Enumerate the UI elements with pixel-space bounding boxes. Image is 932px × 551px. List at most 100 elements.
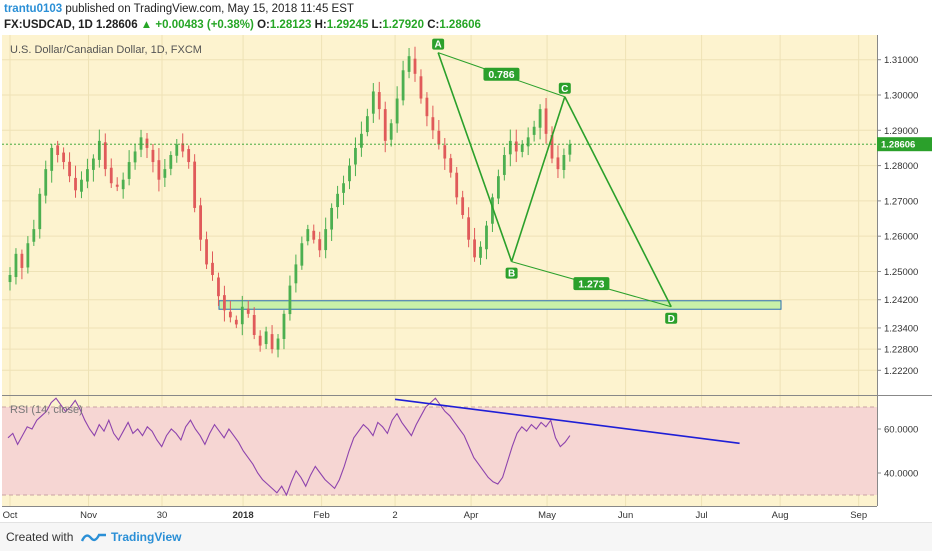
price-tick-label: 1.30000 xyxy=(884,91,918,102)
candle-body xyxy=(336,193,339,208)
chart-canvas[interactable]: A B C D 0.786 1.273 1.31000 1.30000 1.29000 1.28… xyxy=(0,34,932,522)
price-change: +0.00483 (+0.38%) xyxy=(155,19,254,31)
candle-body xyxy=(169,155,173,169)
candle-body xyxy=(276,338,280,350)
pattern-point-c-badge xyxy=(558,82,571,94)
candle-body xyxy=(103,142,107,170)
price-tick-label: 1.27000 xyxy=(884,196,918,207)
price-tick-label: 1.22200 xyxy=(884,366,918,377)
pattern-point-c-label: C xyxy=(561,84,568,95)
candle-body xyxy=(377,92,381,110)
high-value: 1.29245 xyxy=(326,19,369,31)
candle-body xyxy=(56,145,60,155)
candle-body xyxy=(97,140,101,160)
candle-body xyxy=(163,169,167,178)
candle-body xyxy=(538,109,542,128)
rsi-band-fill xyxy=(2,407,877,495)
candle-body xyxy=(443,145,447,159)
candle-body xyxy=(234,319,238,325)
candle-body xyxy=(556,157,560,170)
candle-body xyxy=(294,264,298,284)
pattern-point-b-label: B xyxy=(508,269,515,280)
candle-body xyxy=(145,138,149,148)
time-tick-label: Sep xyxy=(850,510,867,521)
candle-body xyxy=(258,335,262,346)
candle-body xyxy=(467,217,471,240)
candle-body xyxy=(252,314,256,335)
candle-body xyxy=(514,141,518,152)
rsi-indicator xyxy=(2,397,877,497)
candle-body xyxy=(300,243,304,266)
time-tick-label: May xyxy=(538,510,556,521)
candle-body xyxy=(91,158,95,170)
candle-body xyxy=(473,239,476,258)
candle-body xyxy=(425,97,429,117)
candle-body xyxy=(86,169,89,182)
price-tick-label: 1.22800 xyxy=(884,345,918,356)
candle-body xyxy=(491,197,494,224)
candle-body xyxy=(8,275,12,283)
up-arrow-icon: ▲ xyxy=(140,19,153,31)
pattern-leg-CD xyxy=(564,96,672,308)
low-label: L: xyxy=(371,19,383,31)
price-tick-label: 1.28000 xyxy=(884,161,918,172)
candle-body xyxy=(532,126,536,135)
candle-body xyxy=(38,193,42,230)
created-with-text: Created with xyxy=(6,530,74,544)
candle-body xyxy=(270,334,274,350)
candle-body xyxy=(50,147,54,171)
candle-body xyxy=(240,306,244,325)
last-price-badge xyxy=(877,137,932,152)
time-tick-label: Apr xyxy=(464,510,479,521)
footer: Created with TradingView xyxy=(0,522,932,551)
high-label: H: xyxy=(314,19,327,31)
tradingview-logo-icon xyxy=(80,533,106,542)
candle-body xyxy=(282,313,286,339)
candle-body xyxy=(544,108,548,134)
time-tick-label: Jul xyxy=(696,510,708,521)
candle-body xyxy=(14,253,18,278)
candles xyxy=(8,46,572,358)
pattern-point-b-badge xyxy=(505,267,518,279)
publish-info: published on TradingView.com, May 15, 20… xyxy=(65,3,354,15)
author-link[interactable]: trantu0103 xyxy=(4,3,63,15)
candle-body xyxy=(568,144,572,155)
candle-body xyxy=(342,183,345,193)
tradingview-link[interactable]: TradingView xyxy=(111,530,182,544)
rsi-trendline xyxy=(394,398,740,445)
candle-body xyxy=(550,135,554,159)
candle-body xyxy=(181,143,185,152)
candle-body xyxy=(151,149,155,163)
price-tick-label: 1.23400 xyxy=(884,323,918,334)
candle-body xyxy=(360,133,363,148)
candle-body xyxy=(479,246,482,258)
candle-body xyxy=(288,285,292,315)
candle-body xyxy=(395,98,399,124)
candle-body xyxy=(223,295,226,311)
candle-body xyxy=(520,144,524,152)
candle-body xyxy=(115,184,119,187)
candle-body xyxy=(68,161,71,177)
candle-body xyxy=(175,144,179,156)
candle-body xyxy=(431,117,435,131)
candle-body xyxy=(348,165,351,182)
candle-body xyxy=(508,140,512,155)
fib-ratio-badge xyxy=(483,67,520,81)
candle-body xyxy=(139,137,143,150)
candle-body xyxy=(449,158,453,173)
candle-body xyxy=(526,137,530,147)
close-value: 1.28606 xyxy=(439,19,481,31)
price-pane[interactable] xyxy=(2,35,877,395)
support-zone[interactable] xyxy=(218,300,782,310)
candle-body xyxy=(32,229,36,242)
price-tick-label: 1.26000 xyxy=(884,232,918,243)
candle-body xyxy=(371,91,375,114)
candle-body xyxy=(157,160,161,180)
candle-body xyxy=(20,253,24,268)
time-tick-label: 2 xyxy=(392,510,397,521)
abcd-pattern[interactable]: A B C D 0.786 1.273 xyxy=(432,38,678,325)
fib-ratio-badge xyxy=(573,277,610,291)
candle-body xyxy=(461,197,465,215)
candle-body xyxy=(330,207,334,230)
time-tick-label: Jun xyxy=(618,510,633,521)
